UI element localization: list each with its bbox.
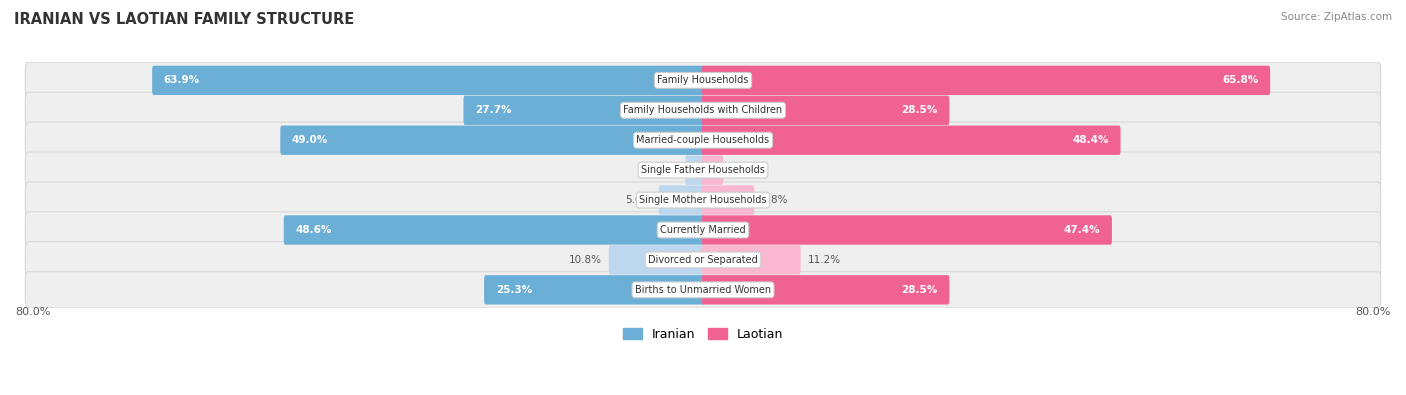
Text: Married-couple Households: Married-couple Households bbox=[637, 135, 769, 145]
Text: Divorced or Separated: Divorced or Separated bbox=[648, 255, 758, 265]
Text: 1.9%: 1.9% bbox=[651, 165, 678, 175]
Text: 10.8%: 10.8% bbox=[568, 255, 602, 265]
Text: 25.3%: 25.3% bbox=[496, 285, 531, 295]
FancyBboxPatch shape bbox=[25, 182, 1381, 218]
Text: 63.9%: 63.9% bbox=[163, 75, 200, 85]
Text: 28.5%: 28.5% bbox=[901, 105, 938, 115]
Text: 80.0%: 80.0% bbox=[15, 307, 51, 317]
Legend: Iranian, Laotian: Iranian, Laotian bbox=[619, 323, 787, 346]
Text: Family Households: Family Households bbox=[658, 75, 748, 85]
FancyBboxPatch shape bbox=[152, 66, 704, 95]
FancyBboxPatch shape bbox=[609, 245, 704, 275]
Text: 2.2%: 2.2% bbox=[731, 165, 756, 175]
FancyBboxPatch shape bbox=[702, 156, 723, 185]
Text: Family Households with Children: Family Households with Children bbox=[623, 105, 783, 115]
FancyBboxPatch shape bbox=[25, 272, 1381, 308]
Text: Single Mother Households: Single Mother Households bbox=[640, 195, 766, 205]
Text: 5.8%: 5.8% bbox=[762, 195, 787, 205]
FancyBboxPatch shape bbox=[280, 126, 704, 155]
FancyBboxPatch shape bbox=[702, 96, 949, 125]
FancyBboxPatch shape bbox=[25, 122, 1381, 158]
Text: Single Father Households: Single Father Households bbox=[641, 165, 765, 175]
Text: 27.7%: 27.7% bbox=[475, 105, 512, 115]
FancyBboxPatch shape bbox=[484, 275, 704, 305]
Text: Currently Married: Currently Married bbox=[661, 225, 745, 235]
FancyBboxPatch shape bbox=[702, 66, 1270, 95]
Text: 48.6%: 48.6% bbox=[295, 225, 332, 235]
FancyBboxPatch shape bbox=[464, 96, 704, 125]
FancyBboxPatch shape bbox=[25, 242, 1381, 278]
FancyBboxPatch shape bbox=[25, 212, 1381, 248]
Text: 11.2%: 11.2% bbox=[808, 255, 841, 265]
Text: 48.4%: 48.4% bbox=[1073, 135, 1109, 145]
Text: 80.0%: 80.0% bbox=[1355, 307, 1391, 317]
FancyBboxPatch shape bbox=[702, 185, 754, 215]
FancyBboxPatch shape bbox=[25, 92, 1381, 128]
FancyBboxPatch shape bbox=[25, 62, 1381, 98]
Text: 65.8%: 65.8% bbox=[1222, 75, 1258, 85]
Text: Source: ZipAtlas.com: Source: ZipAtlas.com bbox=[1281, 12, 1392, 22]
Text: 49.0%: 49.0% bbox=[292, 135, 328, 145]
FancyBboxPatch shape bbox=[25, 152, 1381, 188]
Text: 5.0%: 5.0% bbox=[626, 195, 651, 205]
Text: Births to Unmarried Women: Births to Unmarried Women bbox=[636, 285, 770, 295]
Text: 28.5%: 28.5% bbox=[901, 285, 938, 295]
FancyBboxPatch shape bbox=[702, 215, 1112, 245]
FancyBboxPatch shape bbox=[284, 215, 704, 245]
Text: IRANIAN VS LAOTIAN FAMILY STRUCTURE: IRANIAN VS LAOTIAN FAMILY STRUCTURE bbox=[14, 12, 354, 27]
FancyBboxPatch shape bbox=[702, 126, 1121, 155]
FancyBboxPatch shape bbox=[702, 275, 949, 305]
FancyBboxPatch shape bbox=[685, 156, 704, 185]
Text: 47.4%: 47.4% bbox=[1064, 225, 1101, 235]
FancyBboxPatch shape bbox=[702, 245, 800, 275]
FancyBboxPatch shape bbox=[658, 185, 704, 215]
